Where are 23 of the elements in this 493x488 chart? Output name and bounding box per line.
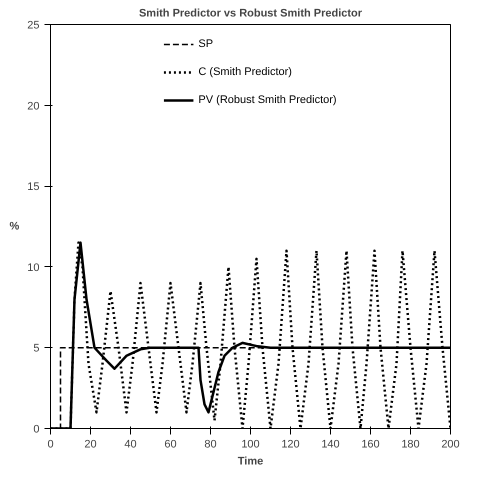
x-tick-label: 200 [441, 438, 460, 450]
x-tick-label: 120 [281, 438, 300, 450]
x-tick-label: 180 [401, 438, 420, 450]
y-tick-label: 10 [27, 262, 40, 274]
legend-label: C (Smith Predictor) [198, 66, 292, 78]
x-axis-title: Time [238, 456, 264, 468]
y-tick-label: 15 [27, 181, 40, 194]
x-tick-label: 160 [361, 438, 380, 450]
legend-label: SP [198, 38, 214, 50]
y-tick-label: 0 [33, 424, 40, 436]
x-tick-label: 60 [164, 438, 177, 450]
x-tick-label: 80 [204, 438, 217, 450]
legend-label: PV (Robust Smith Predictor) [198, 94, 337, 106]
chart-title: Smith Predictor vs Robust Smith Predictor [138, 8, 363, 20]
x-tick-label: 140 [321, 438, 340, 450]
y-tick-label: 25 [27, 20, 40, 32]
x-tick-label: 0 [47, 438, 54, 450]
x-tick-label: 20 [84, 438, 97, 450]
y-axis-title: % [9, 220, 20, 232]
y-tick-label: 5 [33, 342, 40, 355]
x-tick-label: 100 [241, 438, 260, 450]
y-tick-label: 20 [27, 100, 40, 112]
x-tick-label: 40 [124, 438, 137, 450]
